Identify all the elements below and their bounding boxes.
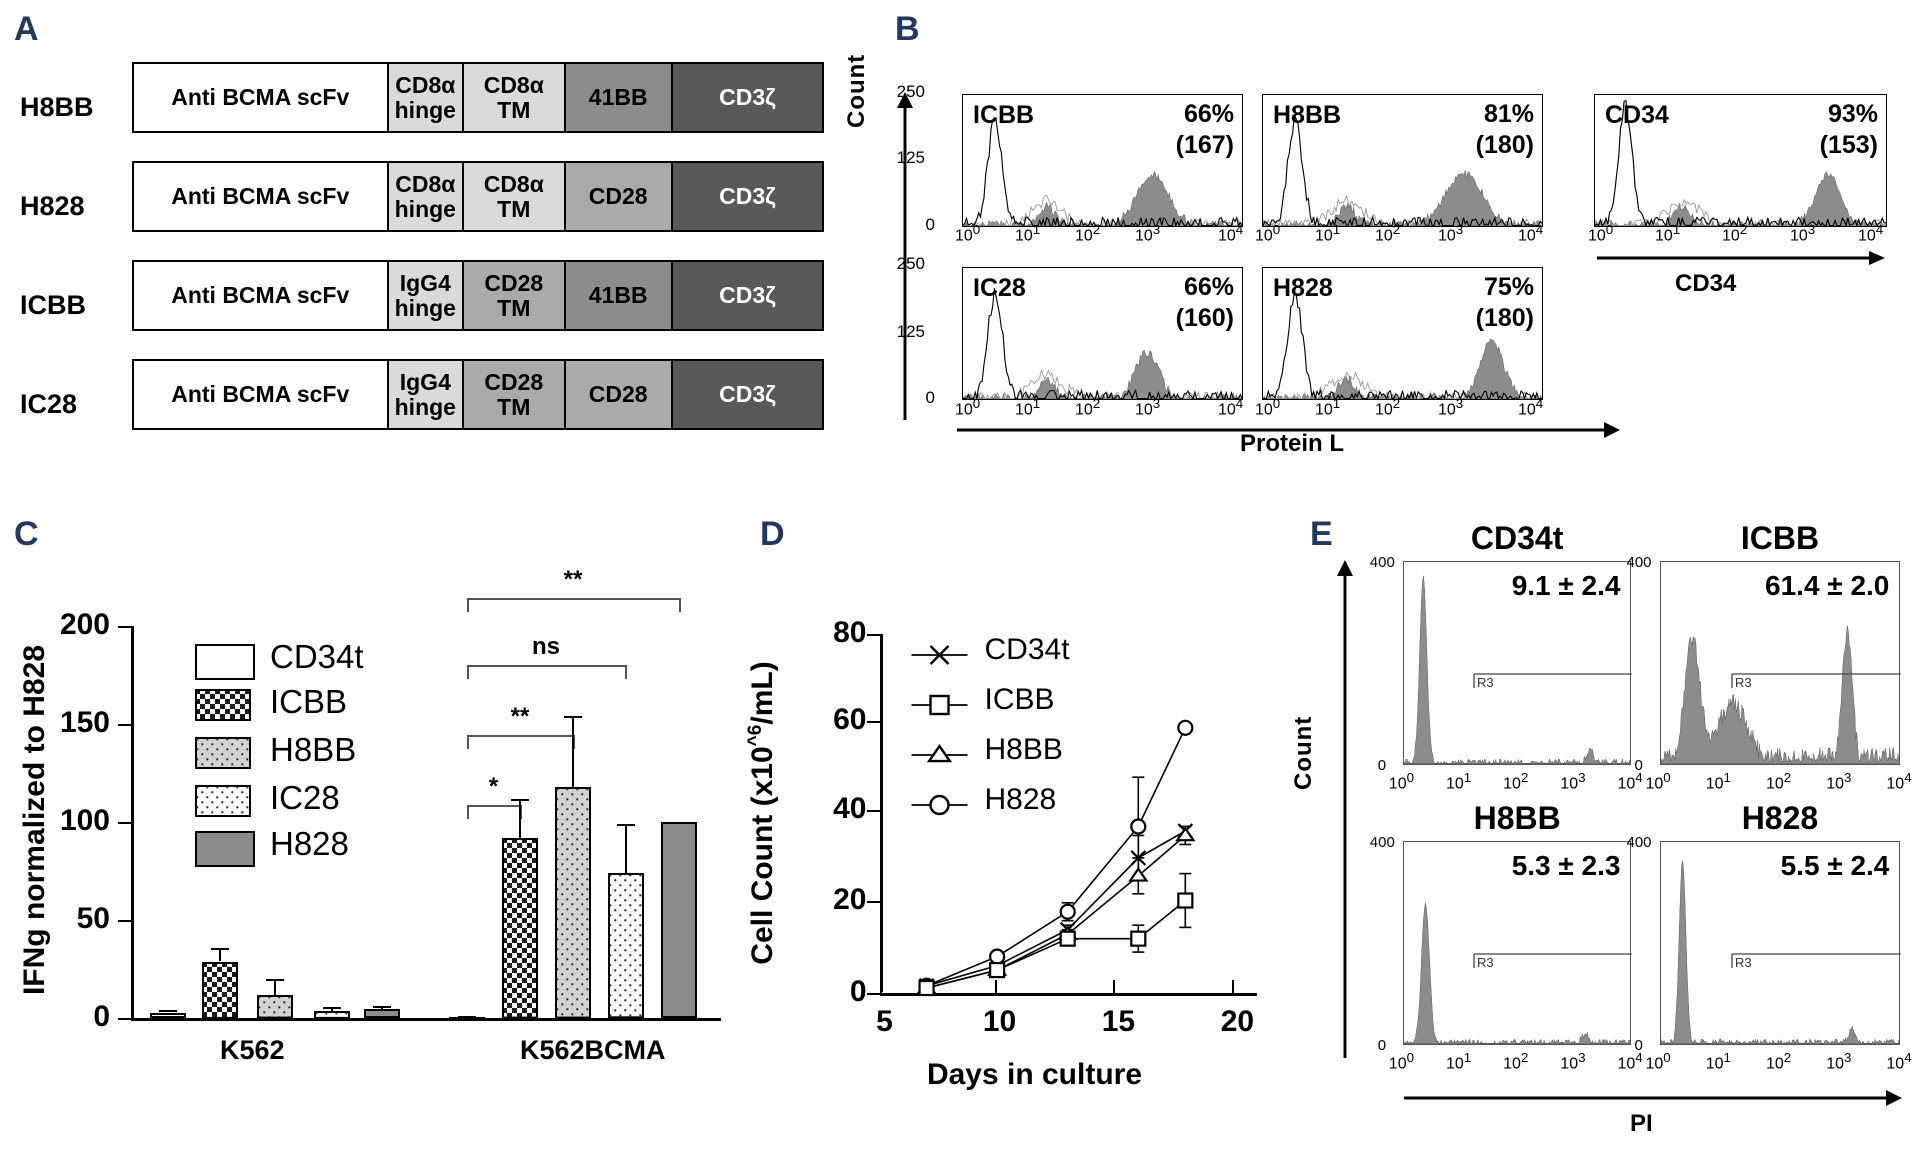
svg-text:R3: R3 — [1735, 675, 1752, 690]
svg-text:R3: R3 — [1735, 955, 1752, 970]
svg-text:R3: R3 — [1477, 675, 1494, 690]
svg-text:R3: R3 — [1477, 955, 1494, 970]
